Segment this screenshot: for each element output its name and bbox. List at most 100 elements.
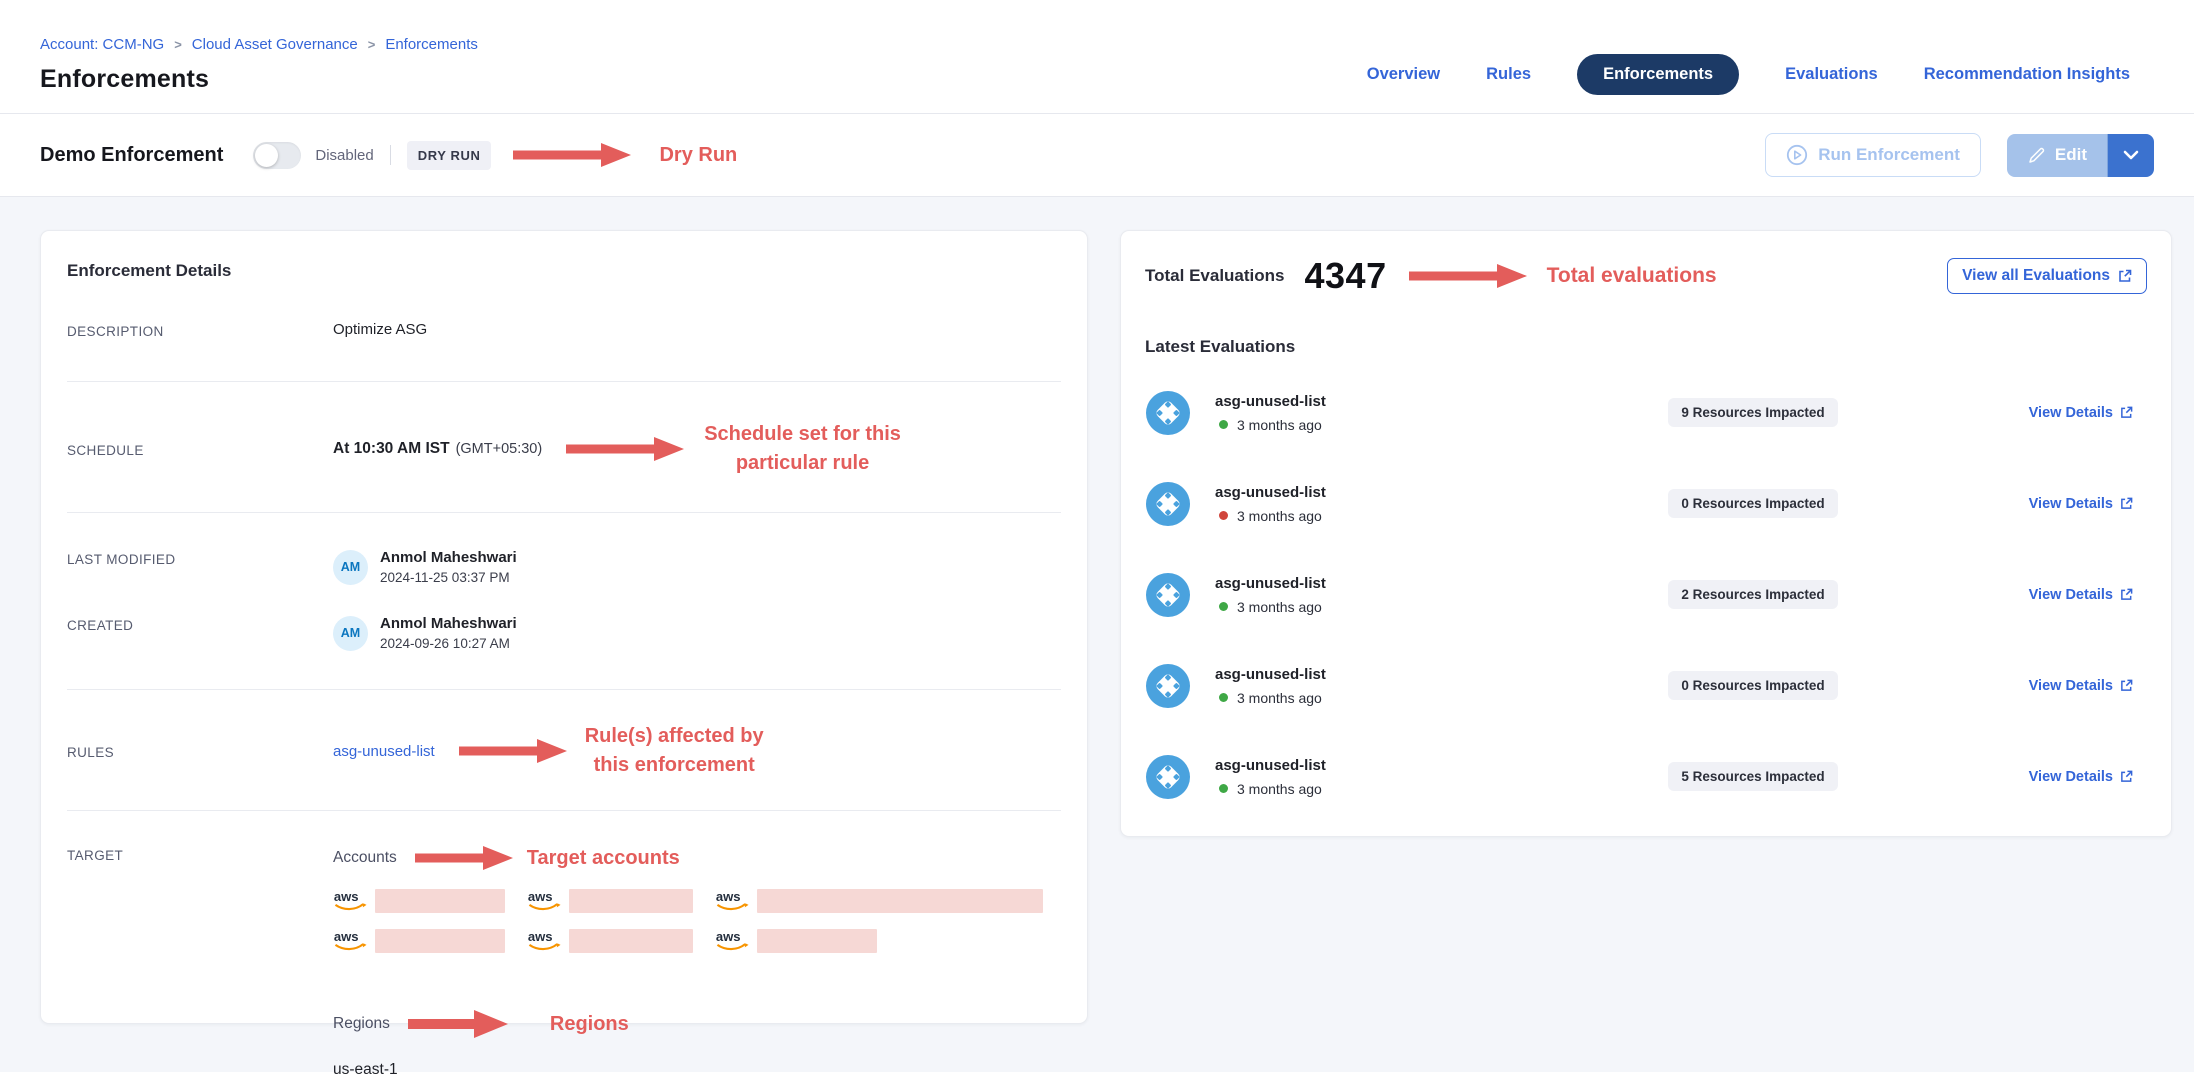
view-details-link[interactable]: View Details (2029, 587, 2147, 603)
description-value: Optimize ASG (333, 321, 428, 338)
status-dot (1219, 511, 1228, 520)
evaluation-rule-name: asg-unused-list (1215, 483, 1326, 501)
evaluation-info: asg-unused-list 3 months ago (1203, 757, 1603, 797)
tab-enforcements[interactable]: Enforcements (1577, 54, 1740, 95)
accounts-annotation: Target accounts (526, 846, 680, 869)
edit-split-button: Edit (2006, 133, 2154, 177)
annotation-arrow (407, 1010, 508, 1038)
accounts-header: Accounts Target accounts (333, 845, 1043, 871)
external-link-icon (2121, 497, 2133, 509)
target-row: TARGET Accounts Target accounts aws (67, 845, 1061, 1079)
description-row: DESCRIPTION Optimize ASG (67, 321, 1061, 339)
section-divider (67, 810, 1061, 811)
breadcrumb-separator: > (174, 37, 182, 52)
dry-run-annotation: Dry Run (659, 143, 738, 166)
last-modified-label: LAST MODIFIED (67, 552, 176, 567)
redacted-account-id (569, 929, 693, 953)
last-modified-person: AM Anmol Maheshwari 2024-11-25 03:37 PM (333, 549, 517, 585)
rule-link[interactable]: asg-unused-list (333, 742, 435, 760)
regions-label: Regions (333, 1015, 390, 1032)
evaluation-time: 3 months ago (1237, 507, 1322, 524)
external-link-icon (2121, 770, 2133, 782)
latest-evaluations-list: asg-unused-list 3 months ago 9 Resources… (1145, 367, 2147, 822)
regions-annotation: Regions (549, 1012, 629, 1035)
edit-dropdown-button[interactable] (2108, 133, 2154, 177)
svg-text:aws: aws (334, 889, 359, 904)
evaluation-info: asg-unused-list 3 months ago (1203, 393, 1603, 433)
svg-text:aws: aws (716, 929, 741, 944)
svg-text:aws: aws (334, 929, 359, 944)
created-name: Anmol Maheshwari (380, 615, 517, 632)
evaluation-row: asg-unused-list 3 months ago 2 Resources… (1145, 549, 2147, 640)
breadcrumb-enforcements-link[interactable]: Enforcements (385, 36, 478, 53)
evaluation-time: 3 months ago (1237, 416, 1322, 433)
aws-logo-icon: aws (716, 889, 749, 911)
aws-account-chip: aws (527, 927, 693, 953)
tab-rules[interactable]: Rules (1486, 65, 1532, 83)
external-link-icon (2121, 588, 2133, 600)
redacted-account-id (757, 929, 877, 953)
tab-evaluations[interactable]: Evaluations (1785, 65, 1878, 83)
evaluation-row: asg-unused-list 3 months ago 9 Resources… (1145, 367, 2147, 458)
evaluations-card: Total Evaluations 4347 Total evaluations… (1120, 230, 2172, 837)
toggle-state-label: Disabled (315, 146, 374, 164)
aws-account-chip: aws (333, 927, 505, 953)
chevron-down-icon (2123, 150, 2139, 160)
divider (389, 145, 391, 165)
avatar: AM (333, 615, 368, 651)
region-value: us-east-1 (333, 1061, 398, 1078)
breadcrumb: Account: CCM-NG > Cloud Asset Governance… (40, 36, 478, 53)
aws-logo-icon: aws (716, 929, 749, 951)
rules-annotation: Rule(s) affected by this enforcement (584, 725, 764, 776)
tab-recommendation-insights[interactable]: Recommendation Insights (1923, 65, 2130, 83)
view-details-link[interactable]: View Details (2029, 678, 2147, 694)
svg-text:aws: aws (716, 889, 741, 904)
view-all-evaluations-button[interactable]: View all Evaluations (1947, 258, 2147, 294)
svg-text:aws: aws (528, 929, 553, 944)
status-dot (1219, 693, 1228, 702)
header-left: Account: CCM-NG > Cloud Asset Governance… (40, 36, 478, 94)
view-details-link[interactable]: View Details (2029, 405, 2147, 421)
aws-account-chip: aws (333, 887, 505, 913)
aws-logo-icon: aws (528, 889, 561, 911)
run-enforcement-button[interactable]: Run Enforcement (1765, 133, 1981, 177)
breadcrumb-governance-link[interactable]: Cloud Asset Governance (191, 36, 358, 53)
tab-overview[interactable]: Overview (1366, 65, 1441, 83)
aws-logo-icon: aws (334, 929, 367, 951)
schedule-time: At 10:30 AM IST (333, 440, 450, 457)
breadcrumb-separator: > (367, 37, 376, 52)
aws-logo-icon: aws (528, 929, 561, 951)
view-details-link[interactable]: View Details (2029, 769, 2147, 785)
evaluation-rule-name: asg-unused-list (1215, 392, 1326, 410)
status-dot (1219, 602, 1228, 611)
pencil-icon (2029, 147, 2045, 163)
evaluation-info: asg-unused-list 3 months ago (1203, 666, 1603, 706)
evaluation-rule-name: asg-unused-list (1215, 756, 1326, 774)
evaluation-time: 3 months ago (1237, 598, 1322, 615)
svg-text:aws: aws (528, 889, 553, 904)
avatar: AM (333, 549, 368, 585)
schedule-value: At 10:30 AM IST (GMT+05:30) (333, 440, 542, 458)
total-evaluations-row: Total Evaluations 4347 Total evaluations… (1145, 255, 2147, 297)
created-label: CREATED (67, 618, 134, 633)
enabled-toggle[interactable] (253, 141, 302, 169)
breadcrumb-account-link[interactable]: Account: CCM-NG (40, 36, 165, 53)
rules-row: RULES asg-unused-list Rule(s) affected b… (67, 722, 1061, 780)
view-details-link[interactable]: View Details (2029, 496, 2147, 512)
main-content: Enforcement Details DESCRIPTION Optimize… (0, 197, 2194, 1078)
resources-impacted-badge: 0 Resources Impacted (1668, 489, 1838, 518)
asg-rule-icon (1146, 663, 1190, 708)
last-modified-name: Anmol Maheshwari (380, 549, 517, 566)
evaluation-time: 3 months ago (1237, 780, 1322, 797)
description-label: DESCRIPTION (67, 324, 164, 339)
target-content: Accounts Target accounts aws a (333, 845, 1043, 1079)
page-title: Enforcements (40, 65, 210, 93)
asg-rule-icon (1146, 390, 1190, 435)
header-divider (0, 113, 2194, 114)
run-enforcement-label: Run Enforcement (1818, 145, 1960, 164)
total-evaluations-label: Total Evaluations (1145, 266, 1285, 285)
redacted-account-id (375, 929, 505, 953)
edit-button[interactable]: Edit (2006, 133, 2108, 177)
schedule-timezone: (GMT+05:30) (455, 441, 543, 457)
regions-header: Regions Regions (333, 1009, 1043, 1039)
